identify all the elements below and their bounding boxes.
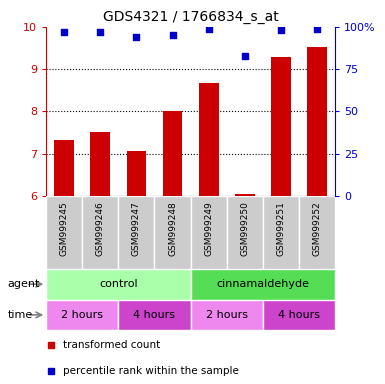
Bar xyxy=(235,194,254,196)
Bar xyxy=(263,300,335,330)
Bar xyxy=(263,196,299,269)
Text: 4 hours: 4 hours xyxy=(134,310,176,320)
Text: GSM999246: GSM999246 xyxy=(96,201,105,256)
Point xyxy=(206,25,212,31)
Text: GSM999247: GSM999247 xyxy=(132,201,141,256)
Text: time: time xyxy=(8,310,33,320)
Bar xyxy=(119,196,154,269)
Text: transformed count: transformed count xyxy=(63,340,160,350)
Bar xyxy=(191,269,335,300)
Bar xyxy=(227,196,263,269)
Point xyxy=(278,27,284,33)
Bar xyxy=(191,196,227,269)
Text: cinnamaldehyde: cinnamaldehyde xyxy=(216,279,309,289)
Point xyxy=(97,29,104,35)
Point xyxy=(242,53,248,59)
Bar xyxy=(46,300,119,330)
Bar xyxy=(271,57,291,196)
Text: percentile rank within the sample: percentile rank within the sample xyxy=(63,366,239,376)
Text: 2 hours: 2 hours xyxy=(61,310,103,320)
Bar xyxy=(54,140,74,196)
Text: GSM999245: GSM999245 xyxy=(60,201,69,256)
Point xyxy=(133,34,139,40)
Bar xyxy=(46,196,82,269)
Bar xyxy=(82,196,119,269)
Text: GSM999250: GSM999250 xyxy=(240,201,249,256)
Bar xyxy=(307,47,327,196)
Point xyxy=(61,29,67,35)
Bar xyxy=(154,196,191,269)
Bar xyxy=(162,111,182,196)
Bar xyxy=(119,300,191,330)
Title: GDS4321 / 1766834_s_at: GDS4321 / 1766834_s_at xyxy=(103,10,278,25)
Point xyxy=(314,25,320,31)
Text: GSM999251: GSM999251 xyxy=(276,201,285,256)
Bar xyxy=(191,300,263,330)
Bar xyxy=(127,152,146,196)
Text: control: control xyxy=(99,279,138,289)
Bar xyxy=(199,83,219,196)
Text: GSM999248: GSM999248 xyxy=(168,201,177,256)
Point xyxy=(169,32,176,38)
Text: GSM999249: GSM999249 xyxy=(204,201,213,256)
Text: GSM999252: GSM999252 xyxy=(312,201,321,256)
Text: 2 hours: 2 hours xyxy=(206,310,248,320)
Text: 4 hours: 4 hours xyxy=(278,310,320,320)
Bar xyxy=(46,269,191,300)
Text: agent: agent xyxy=(8,279,40,289)
Bar xyxy=(299,196,335,269)
Bar xyxy=(90,132,110,196)
